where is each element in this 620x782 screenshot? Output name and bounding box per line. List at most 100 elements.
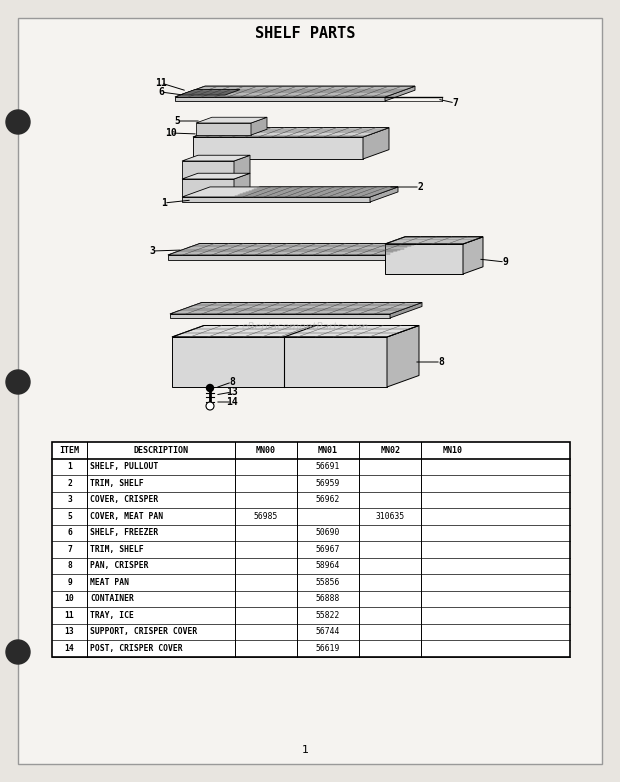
Polygon shape xyxy=(387,325,419,387)
Text: 11: 11 xyxy=(64,611,74,620)
Polygon shape xyxy=(363,127,389,159)
Text: 56967: 56967 xyxy=(316,545,340,554)
Polygon shape xyxy=(182,161,234,179)
Text: TRIM, SHELF: TRIM, SHELF xyxy=(91,545,144,554)
Polygon shape xyxy=(168,255,386,260)
Polygon shape xyxy=(193,127,389,137)
Text: 8: 8 xyxy=(229,377,235,387)
Polygon shape xyxy=(196,117,267,123)
Text: 55822: 55822 xyxy=(316,611,340,620)
Text: 9: 9 xyxy=(502,257,508,267)
Polygon shape xyxy=(196,123,251,135)
Circle shape xyxy=(206,385,213,392)
Text: MN10: MN10 xyxy=(443,446,463,455)
Text: 1: 1 xyxy=(301,745,309,755)
Polygon shape xyxy=(168,243,418,255)
Text: 56959: 56959 xyxy=(316,479,340,488)
Text: 3: 3 xyxy=(149,246,155,256)
Polygon shape xyxy=(172,325,419,337)
Text: MN00: MN00 xyxy=(256,446,276,455)
Polygon shape xyxy=(463,237,483,274)
Text: 14: 14 xyxy=(64,644,74,653)
Text: 13: 13 xyxy=(226,387,238,397)
Text: SHELF PARTS: SHELF PARTS xyxy=(255,27,355,41)
Text: 56744: 56744 xyxy=(316,627,340,637)
Text: DESCRIPTION: DESCRIPTION xyxy=(133,446,188,455)
Text: 9: 9 xyxy=(67,578,72,586)
Polygon shape xyxy=(182,197,370,202)
Polygon shape xyxy=(251,117,267,135)
Text: SUPPORT, CRISPER COVER: SUPPORT, CRISPER COVER xyxy=(91,627,198,637)
Text: SHELF, FREEZER: SHELF, FREEZER xyxy=(91,529,159,537)
Polygon shape xyxy=(232,187,398,197)
Text: 58964: 58964 xyxy=(316,561,340,570)
Text: 8: 8 xyxy=(67,561,72,570)
Text: COVER, CRISPER: COVER, CRISPER xyxy=(91,495,159,504)
Polygon shape xyxy=(182,174,250,179)
Polygon shape xyxy=(180,90,240,95)
Text: 7: 7 xyxy=(452,98,458,108)
Polygon shape xyxy=(182,179,234,197)
Text: 56619: 56619 xyxy=(316,644,340,653)
Text: MN02: MN02 xyxy=(380,446,401,455)
Circle shape xyxy=(6,370,30,394)
Polygon shape xyxy=(170,314,390,318)
Polygon shape xyxy=(170,303,422,314)
Polygon shape xyxy=(168,243,418,255)
Polygon shape xyxy=(175,86,415,97)
Text: ITEM: ITEM xyxy=(60,446,79,455)
Circle shape xyxy=(6,640,30,664)
Text: 1: 1 xyxy=(67,462,72,472)
Text: MN01: MN01 xyxy=(318,446,338,455)
Text: 50690: 50690 xyxy=(316,529,340,537)
Polygon shape xyxy=(390,303,422,318)
Text: 56985: 56985 xyxy=(254,511,278,521)
Text: PAN, CRISPER: PAN, CRISPER xyxy=(91,561,149,570)
Polygon shape xyxy=(175,86,415,97)
Text: 56962: 56962 xyxy=(316,495,340,504)
Text: 5: 5 xyxy=(67,511,72,521)
Text: 2: 2 xyxy=(417,182,423,192)
Bar xyxy=(52,442,570,657)
Text: 55856: 55856 xyxy=(316,578,340,586)
Polygon shape xyxy=(370,187,398,202)
Polygon shape xyxy=(193,137,363,159)
Text: 6: 6 xyxy=(158,87,164,97)
Text: 10: 10 xyxy=(165,128,177,138)
Text: 14: 14 xyxy=(226,397,238,407)
Text: TRAY, ICE: TRAY, ICE xyxy=(91,611,134,620)
Polygon shape xyxy=(385,86,415,101)
Polygon shape xyxy=(182,187,398,197)
Circle shape xyxy=(206,402,214,410)
Text: eReplacementParts.com: eReplacementParts.com xyxy=(241,322,368,332)
Text: 13: 13 xyxy=(64,627,74,637)
Text: 3: 3 xyxy=(67,495,72,504)
Text: 310635: 310635 xyxy=(376,511,405,521)
Polygon shape xyxy=(193,127,389,137)
Text: CONTAINER: CONTAINER xyxy=(91,594,134,603)
Text: 6: 6 xyxy=(67,529,72,537)
Polygon shape xyxy=(385,244,463,274)
Text: 8: 8 xyxy=(438,357,444,367)
Polygon shape xyxy=(234,156,250,179)
Text: TRIM, SHELF: TRIM, SHELF xyxy=(91,479,144,488)
Circle shape xyxy=(6,110,30,134)
Polygon shape xyxy=(170,303,422,314)
Text: 7: 7 xyxy=(67,545,72,554)
Text: MEAT PAN: MEAT PAN xyxy=(91,578,129,586)
Text: 11: 11 xyxy=(155,78,167,88)
Text: SHELF, PULLOUT: SHELF, PULLOUT xyxy=(91,462,159,472)
Polygon shape xyxy=(386,243,418,260)
Text: 56691: 56691 xyxy=(316,462,340,472)
Polygon shape xyxy=(234,174,250,197)
Text: 5: 5 xyxy=(174,116,180,126)
Polygon shape xyxy=(175,97,385,101)
Text: COVER, MEAT PAN: COVER, MEAT PAN xyxy=(91,511,163,521)
Text: POST, CRISPER COVER: POST, CRISPER COVER xyxy=(91,644,183,653)
Text: 2: 2 xyxy=(67,479,72,488)
Polygon shape xyxy=(385,237,483,244)
Polygon shape xyxy=(172,337,387,387)
Polygon shape xyxy=(182,156,250,161)
Text: 1: 1 xyxy=(161,198,167,208)
Text: 10: 10 xyxy=(64,594,74,603)
